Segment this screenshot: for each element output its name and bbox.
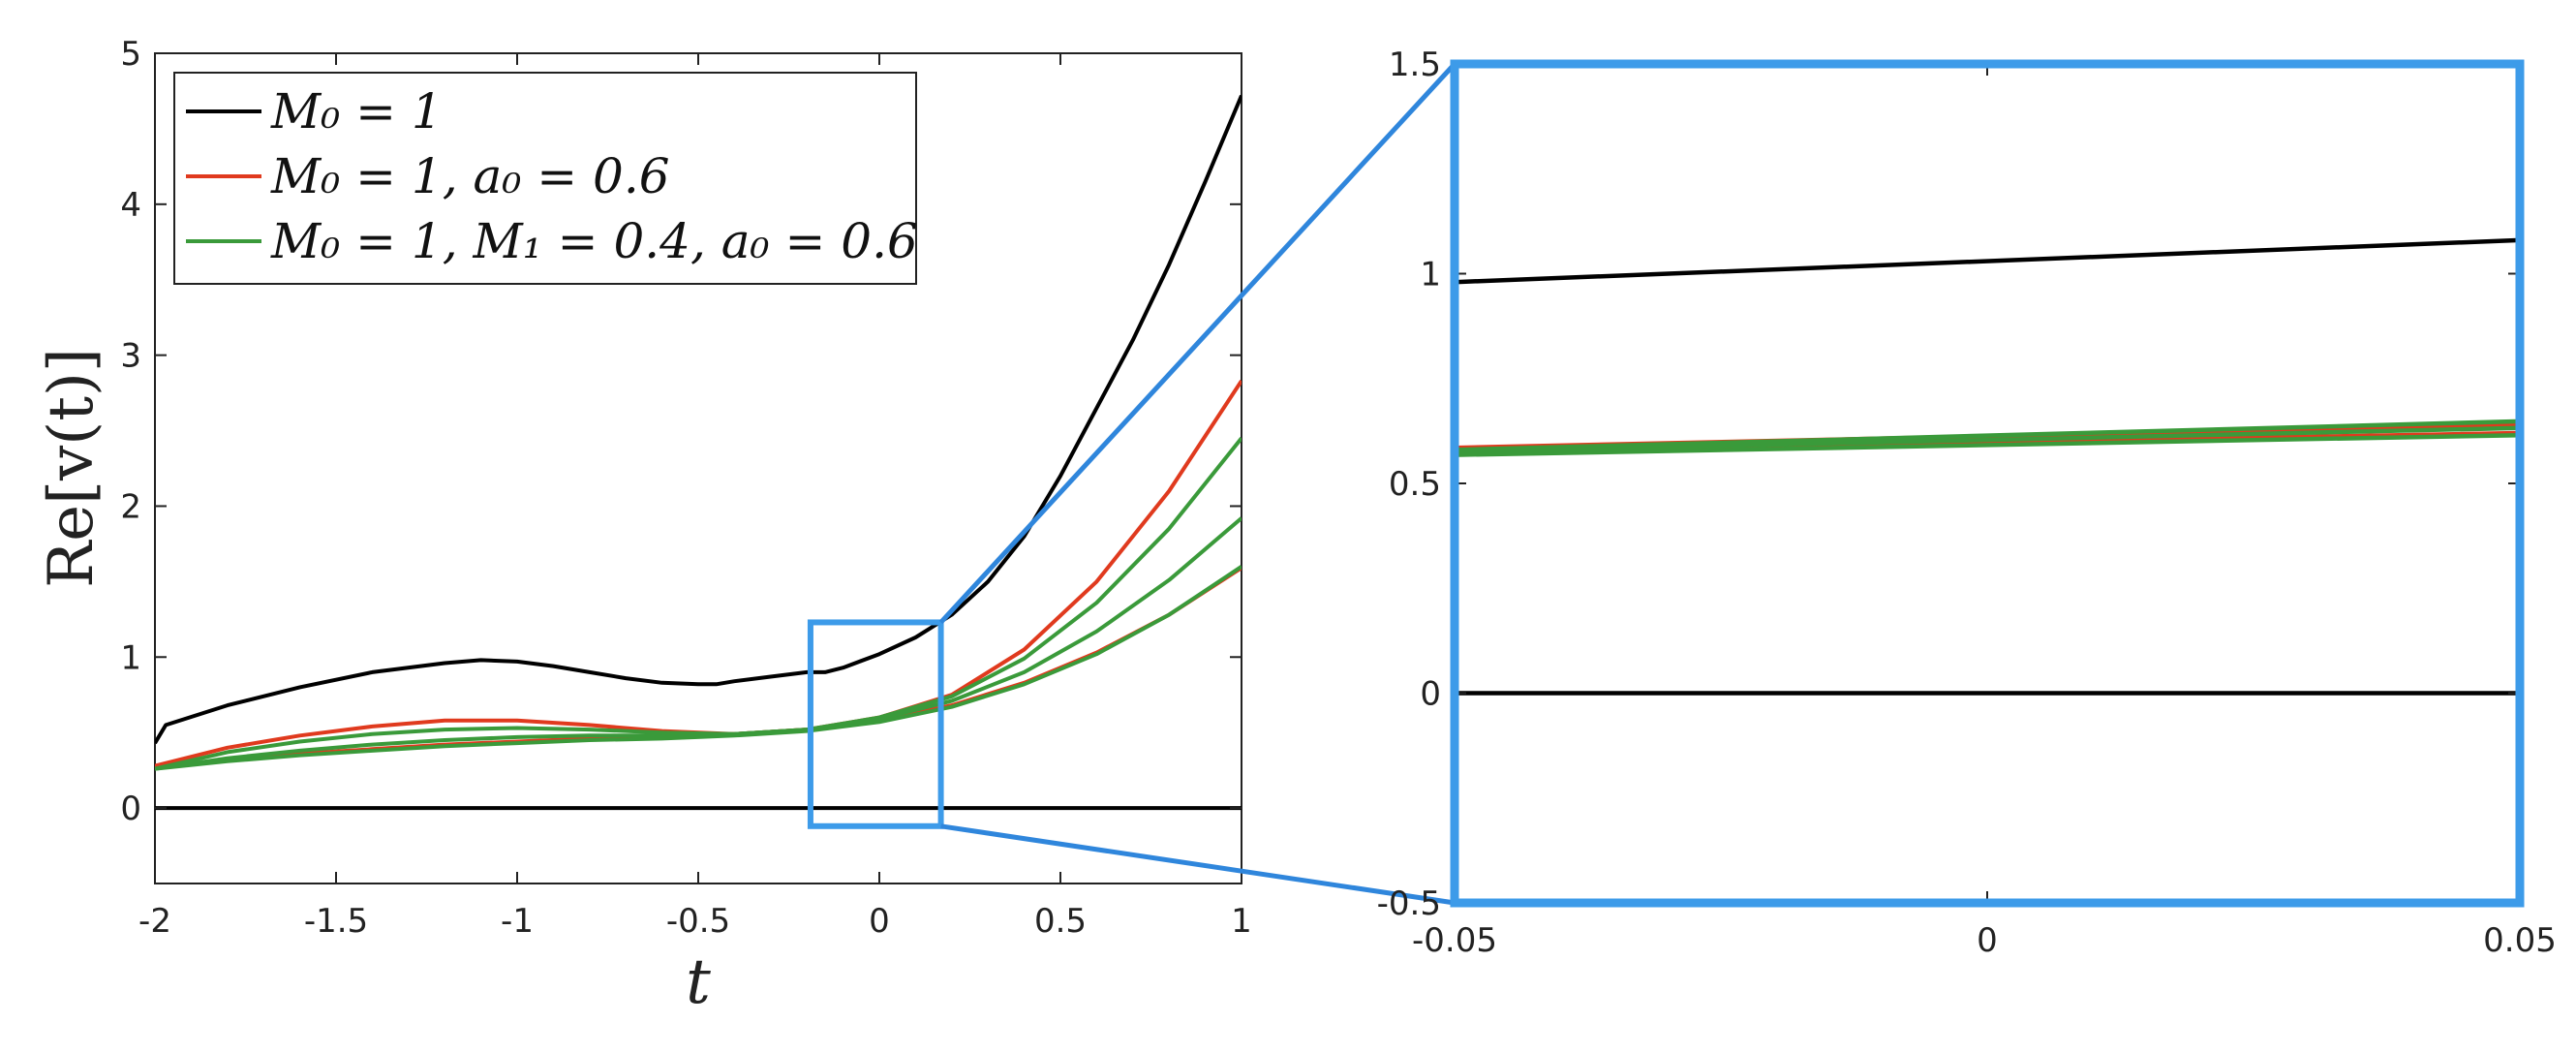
main-x-tick-label-5: 0.5	[1034, 902, 1087, 941]
inset-region-box	[807, 619, 944, 829]
main-series-group	[155, 94, 1242, 811]
inset-x-tick-label-0: -0.05	[1412, 921, 1497, 960]
main-series-green-2-5	[155, 516, 1242, 771]
inset-y-tick-label-4: 1.5	[1389, 46, 1441, 84]
connector-bottom	[940, 823, 1456, 906]
inset-y-tick-label-3: 1	[1420, 256, 1441, 294]
connector-top	[938, 62, 1457, 625]
main-y-ticks: 0 1 2 3 4 5	[120, 35, 1242, 828]
inset-series-group	[1455, 237, 2520, 696]
main-y-tick-label-3: 3	[120, 337, 141, 376]
inset-series-green-2-5	[1455, 425, 2520, 454]
inset-chart: -0.05 0 0.05 -0.5 0 0.5 1 1.5	[1377, 46, 2557, 960]
main-series-m-1-0	[155, 94, 1242, 745]
main-series-green-3-6	[155, 565, 1242, 771]
x-axis-label: t	[686, 946, 711, 1018]
inset-y-tick-label-1: 0	[1420, 675, 1441, 714]
main-chart: -2 -1.5 -1 -0.5 0 0.5 1 0 1 2 3 4 5 t Re[v(t)] M₀ =…	[36, 35, 1252, 1018]
inset-y-tick-label-2: 0.5	[1389, 465, 1441, 504]
main-x-tick-label-4: 0	[869, 902, 890, 941]
main-x-tick-label-2: -1	[501, 902, 534, 941]
inset-frame	[1450, 59, 2525, 908]
inset-series-green-3-6	[1455, 432, 2520, 457]
legend-label-red: M₀ = 1, a₀ = 0.6	[270, 148, 670, 204]
y-axis-label: Re[v(t)]	[36, 348, 107, 588]
legend-label-green: M₀ = 1, M₁ = 0.4, a₀ = 0.6	[270, 213, 918, 269]
inset-y-ticks: -0.5 0 0.5 1 1.5	[1377, 46, 2520, 923]
main-x-tick-label-3: -0.5	[666, 902, 730, 941]
main-y-tick-label-2: 2	[120, 487, 141, 526]
legend-box	[173, 72, 917, 285]
main-y-tick-label-0: 0	[120, 790, 141, 828]
main-y-tick-label-1: 1	[120, 638, 141, 677]
inset-x-ticks: -0.05 0 0.05	[1412, 64, 2557, 960]
main-series-green-1-4	[155, 437, 1242, 771]
main-x-tick-label-6: 1	[1231, 902, 1252, 941]
main-x-tick-label-1: -1.5	[304, 902, 368, 941]
main-x-ticks: -2 -1.5 -1 -0.5 0 0.5 1	[138, 53, 1252, 941]
main-y-tick-label-5: 5	[120, 35, 141, 74]
main-y-tick-label-4: 4	[120, 186, 141, 225]
inset-y-tick-label-0: -0.5	[1377, 884, 1441, 923]
inset-x-tick-label-1: 0	[1977, 921, 1998, 960]
legend: M₀ = 1 M₀ = 1, a₀ = 0.6 M₀ = 1, M₁ = 0.4…	[173, 72, 918, 285]
inset-x-tick-label-2: 0.05	[2483, 921, 2557, 960]
inset-series-green-1-4	[1455, 418, 2520, 452]
zoom-connectors	[938, 62, 1457, 906]
inset-series-m-1-0	[1455, 237, 2520, 285]
main-x-tick-label-0: -2	[138, 902, 171, 941]
legend-label-black: M₀ = 1	[270, 83, 443, 140]
